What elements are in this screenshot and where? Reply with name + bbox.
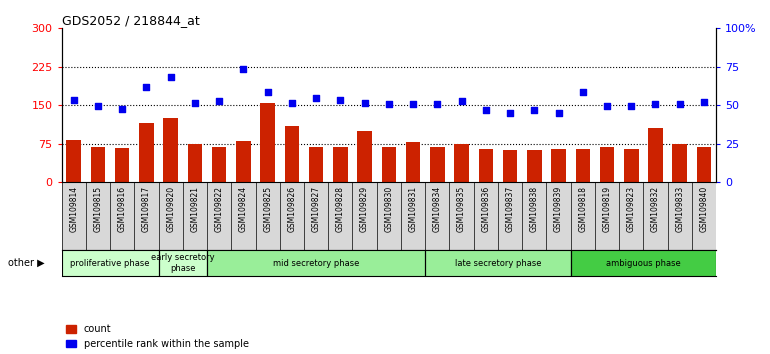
Point	[359, 100, 371, 105]
Text: GSM109824: GSM109824	[239, 185, 248, 232]
Text: GSM109828: GSM109828	[336, 185, 345, 232]
Text: GSM109815: GSM109815	[93, 185, 102, 232]
Point	[286, 100, 298, 105]
Bar	[624, 149, 638, 182]
Point	[383, 101, 395, 107]
Point	[407, 101, 419, 107]
Bar	[212, 147, 226, 182]
Bar	[333, 147, 347, 182]
Point	[116, 106, 129, 112]
Text: ambiguous phase: ambiguous phase	[606, 258, 681, 268]
Text: GSM109839: GSM109839	[554, 185, 563, 232]
Text: proliferative phase: proliferative phase	[70, 258, 150, 268]
Bar	[648, 129, 663, 182]
Text: GSM109830: GSM109830	[384, 185, 393, 232]
Text: GDS2052 / 218844_at: GDS2052 / 218844_at	[62, 14, 199, 27]
Bar	[478, 149, 493, 182]
Text: GSM109818: GSM109818	[578, 185, 588, 232]
Text: GSM109840: GSM109840	[699, 185, 708, 232]
Text: GSM109831: GSM109831	[409, 185, 417, 232]
Point	[189, 100, 201, 105]
Bar	[672, 144, 687, 182]
Bar	[503, 150, 517, 182]
Bar	[600, 147, 614, 182]
Bar	[139, 123, 154, 182]
Bar	[425, 250, 571, 276]
Point	[504, 110, 516, 116]
Text: GSM109822: GSM109822	[215, 185, 223, 232]
Bar	[207, 250, 425, 276]
Text: GSM109832: GSM109832	[651, 185, 660, 232]
Point	[577, 90, 589, 95]
Point	[431, 101, 444, 107]
Text: GSM109827: GSM109827	[312, 185, 320, 232]
Point	[698, 99, 710, 104]
Point	[262, 90, 274, 95]
Text: other ▶: other ▶	[8, 258, 45, 268]
Text: GSM109814: GSM109814	[69, 185, 79, 232]
Text: GSM109820: GSM109820	[166, 185, 176, 232]
Text: GSM109817: GSM109817	[142, 185, 151, 232]
Point	[165, 74, 177, 80]
Bar	[159, 250, 207, 276]
Point	[625, 103, 638, 109]
Bar	[115, 148, 129, 182]
Bar	[357, 131, 372, 182]
Point	[68, 97, 80, 103]
Point	[552, 110, 564, 116]
Text: GSM109838: GSM109838	[530, 185, 539, 232]
Bar	[66, 140, 81, 182]
Bar	[309, 147, 323, 182]
Point	[674, 101, 686, 107]
Text: GSM109816: GSM109816	[118, 185, 127, 232]
Bar	[527, 150, 541, 182]
Text: GSM109825: GSM109825	[263, 185, 272, 232]
Text: GSM109836: GSM109836	[481, 185, 490, 232]
Legend: count, percentile rank within the sample: count, percentile rank within the sample	[66, 324, 249, 349]
Bar	[382, 147, 396, 182]
Text: GSM109835: GSM109835	[457, 185, 466, 232]
Text: GSM109819: GSM109819	[602, 185, 611, 232]
Point	[140, 85, 152, 90]
Bar	[91, 147, 105, 182]
Text: GSM109821: GSM109821	[190, 185, 199, 232]
Point	[528, 108, 541, 113]
Bar	[62, 250, 159, 276]
Bar	[406, 142, 420, 182]
Bar	[260, 103, 275, 182]
Bar	[697, 147, 711, 182]
Bar	[551, 149, 566, 182]
Bar	[163, 118, 178, 182]
Point	[237, 67, 249, 72]
Point	[213, 98, 226, 104]
Point	[601, 103, 613, 109]
Point	[455, 98, 467, 104]
Bar	[454, 144, 469, 182]
Text: late secretory phase: late secretory phase	[454, 258, 541, 268]
Text: GSM109837: GSM109837	[506, 185, 514, 232]
Text: GSM109826: GSM109826	[287, 185, 296, 232]
Text: GSM109834: GSM109834	[433, 185, 442, 232]
Bar	[571, 250, 716, 276]
Bar	[236, 141, 251, 182]
Point	[649, 101, 661, 107]
Point	[310, 95, 323, 101]
Text: GSM109833: GSM109833	[675, 185, 685, 232]
Point	[334, 97, 346, 103]
Bar	[285, 126, 300, 182]
Text: GSM109829: GSM109829	[360, 185, 369, 232]
Point	[480, 108, 492, 113]
Point	[92, 103, 104, 109]
Text: mid secretory phase: mid secretory phase	[273, 258, 360, 268]
Text: GSM109823: GSM109823	[627, 185, 636, 232]
Bar	[430, 147, 444, 182]
Bar	[575, 149, 590, 182]
Text: early secretory
phase: early secretory phase	[151, 253, 215, 273]
Bar	[188, 144, 203, 182]
